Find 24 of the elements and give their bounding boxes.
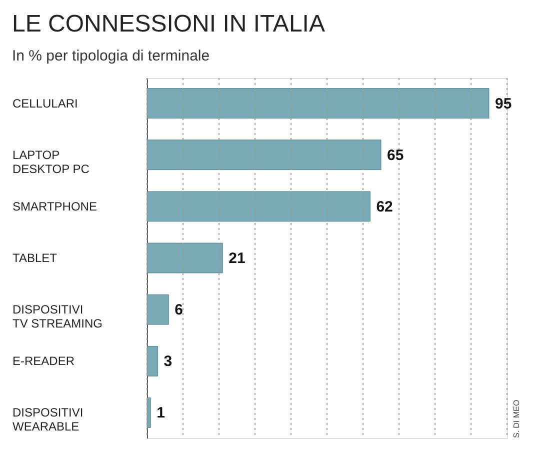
y-tick-label: DISPOSITIVI WEARABLE <box>12 406 84 434</box>
bar <box>146 191 370 222</box>
data-label: 3 <box>164 353 172 370</box>
data-label: 1 <box>156 404 165 422</box>
bar <box>146 242 223 274</box>
y-tick-label: DISPOSITIVI TV STREAMING <box>12 302 103 331</box>
y-tick-label: SMARTPHONE <box>12 199 97 214</box>
data-label: 6 <box>174 302 183 319</box>
bar <box>146 294 169 325</box>
bar <box>146 140 382 170</box>
y-tick-label: E-READER <box>12 354 75 368</box>
data-label: 95 <box>495 95 512 112</box>
text: S. DI MEO <box>512 400 521 438</box>
bar <box>146 88 490 118</box>
chart-subtitle: In % per tipologia di terminale <box>12 48 210 64</box>
data-label: 62 <box>376 198 393 216</box>
y-tick-label: LAPTOP DESKTOP PC <box>12 148 90 176</box>
data-label: 65 <box>387 146 404 164</box>
y-tick-label: TABLET <box>12 251 58 265</box>
bar <box>146 398 151 428</box>
y-tick-label: CELLULARI <box>12 96 78 110</box>
bar <box>146 346 158 376</box>
data-label: 21 <box>228 250 246 267</box>
chart-title: LE CONNESSIONI IN ITALIA <box>12 10 325 38</box>
